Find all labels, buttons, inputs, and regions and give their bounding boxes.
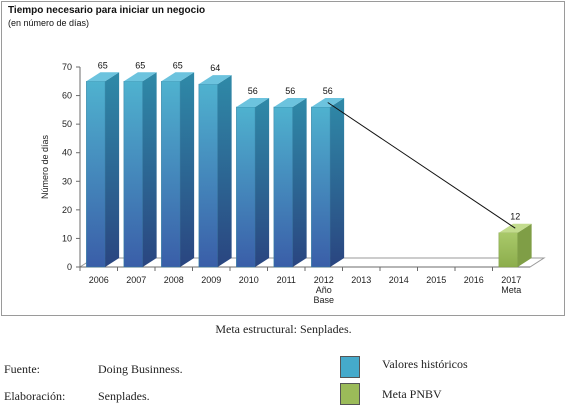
elaboration-value: Senplades. [98,389,150,403]
elaboration-label: Elaboración: [4,389,66,403]
x-tick-label: 2009 [201,275,221,285]
y-tick-label: 30 [62,176,72,186]
bar-chart: 0 10 20 30 40 50 60 70 Número de días 2006 65 2007 6… [40,60,546,305]
x-tick-label: 2007 [126,275,146,285]
bar-historico-2008 [161,81,181,268]
x-tick-label: 2011 [277,275,296,285]
bar-top-2008 [161,72,195,82]
x-tick-sublabel: Base [313,295,334,305]
legend-label-meta: Meta PNBV [382,387,442,401]
source-label: Fuente: [4,362,40,376]
x-tick-label: 2010 [239,275,259,285]
legend-label-historicos: Valores históricos [382,357,468,371]
y-tick-label: 20 [62,205,72,215]
y-tick-label: 40 [62,148,72,158]
x-tick-label: 2012 [314,275,334,285]
x-tick-sublabel: Meta [501,285,521,295]
data-label-2009: 64 [210,63,220,73]
bar-historico-2011 [273,106,293,268]
bar-historico-2010 [236,106,256,268]
x-tick-label: 2006 [89,275,109,285]
x-tick-label: 2014 [389,275,409,285]
source-value: Doing Businness. [98,362,183,376]
bar-historico-2012 [311,106,331,268]
data-label-2012: 56 [323,86,333,96]
bar-side-2017 [517,223,532,267]
bar-meta-2017 [498,232,518,268]
chart-subtitle: (en número de días) [8,18,90,28]
chart-title: Tiempo necesario para iniciar un negocio [8,5,206,16]
bar-top-2006 [86,72,120,82]
bar-top-2007 [123,72,157,82]
legend-swatch-historicos [340,356,360,378]
bar-historico-2009 [198,83,218,268]
trend-line [327,102,516,229]
data-label-2006: 65 [98,60,108,70]
bar-top-2010 [236,98,270,107]
data-label-2011: 56 [285,86,295,96]
x-tick-label: 2017 [501,275,521,285]
x-tick-label: 2015 [426,275,446,285]
data-label-2010: 56 [248,86,258,96]
bar-top-2009 [198,75,232,85]
bar-side-2009 [217,75,232,268]
y-tick-label: 0 [67,262,72,272]
y-tick-label: 10 [62,233,72,243]
bar-side-2011 [292,98,307,267]
x-tick-label: 2016 [464,275,484,285]
bar-historico-2007 [123,81,143,268]
data-label-2007: 65 [135,60,145,70]
data-label-2008: 65 [173,60,183,70]
y-tick-label: 50 [62,119,72,129]
y-tick-label: 60 [62,91,72,101]
chart-caption: Meta estructural: Senplades. [215,322,352,336]
y-tick-label: 70 [62,62,72,72]
chart-frame: Tiempo necesario para iniciar un negocio… [1,1,565,316]
bar-side-2010 [255,98,270,267]
legend-swatch-meta [340,383,360,405]
x-tick-label: 2008 [164,275,184,285]
bar-side-2006 [105,72,120,268]
bar-side-2008 [180,72,195,268]
data-label-2017: 12 [510,212,520,222]
x-tick-sublabel: Año [316,285,332,295]
x-tick-label: 2013 [351,275,371,285]
bar-historico-2006 [86,81,106,268]
y-axis-title: Número de días [40,134,50,199]
bar-side-2012 [330,98,345,267]
bar-side-2007 [142,72,157,268]
bar-top-2011 [273,98,307,107]
